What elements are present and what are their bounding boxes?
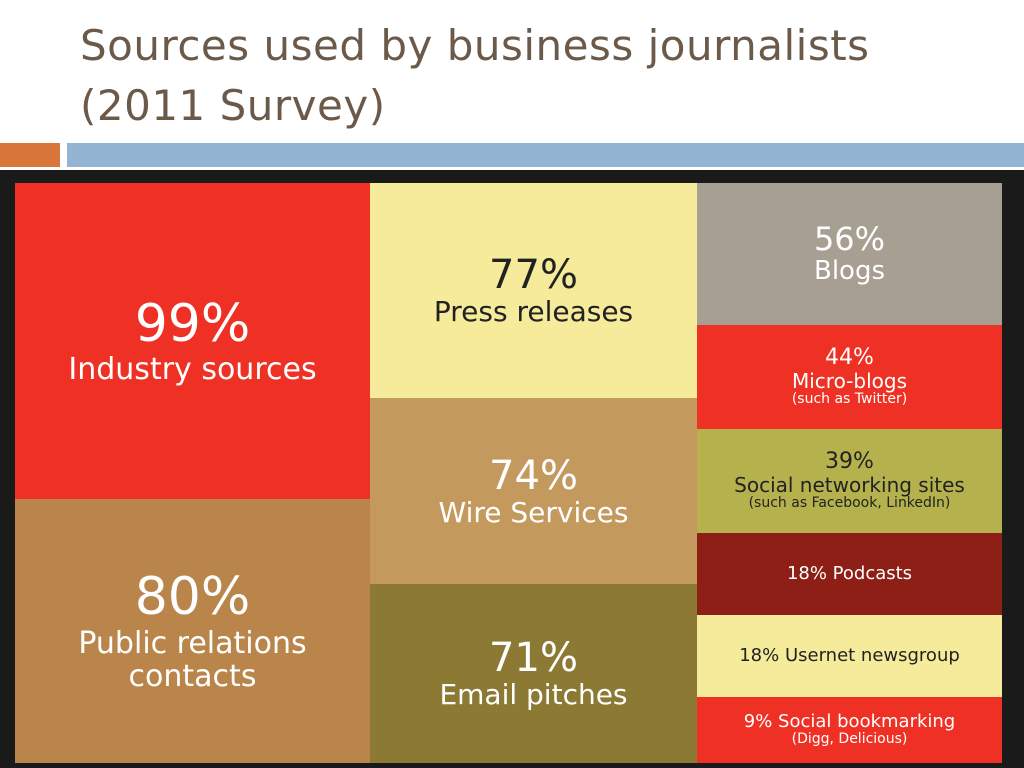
tile-percent: 77% bbox=[489, 252, 578, 299]
tile-email-pitches: 71% Email pitches bbox=[370, 584, 697, 763]
slide-title: Sources used by business journalists (20… bbox=[80, 16, 980, 136]
tile-label: Micro-blogs bbox=[791, 369, 908, 394]
tile-label: Email pitches bbox=[439, 678, 628, 712]
tile-micro-blogs: 44% Micro-blogs (such as Twitter) bbox=[697, 325, 1002, 429]
tile-wire-services: 74% Wire Services bbox=[370, 398, 697, 584]
tile-industry-sources: 99% Industry sources bbox=[15, 183, 370, 499]
tile-label: 18% Usernet newsgroup bbox=[739, 645, 960, 667]
tile-percent: 80% bbox=[134, 567, 251, 628]
tile-sublabel: (such as Facebook, LinkedIn) bbox=[748, 495, 951, 512]
tile-9-social-bookmarking: 9% Social bookmarking (Digg, Delicious) bbox=[697, 697, 1002, 763]
title-line-2: (2011 Survey) bbox=[80, 81, 386, 130]
tile-blogs: 56% Blogs bbox=[697, 183, 1002, 325]
tile-label: Public relations bbox=[78, 625, 307, 661]
tile-press-releases: 77% Press releases bbox=[370, 183, 697, 398]
tile-percent: 74% bbox=[489, 452, 578, 499]
tile-label-2: contacts bbox=[128, 658, 257, 694]
tile-18-usernet-newsgroup: 18% Usernet newsgroup bbox=[697, 615, 1002, 697]
tile-18-podcasts: 18% Podcasts bbox=[697, 533, 1002, 615]
tile-label: 9% Social bookmarking bbox=[743, 711, 956, 733]
tile-label: Wire Services bbox=[438, 495, 629, 529]
tile-label: 18% Podcasts bbox=[786, 563, 913, 585]
tile-social-networking-sites: 39% Social networking sites (such as Faceb… bbox=[697, 429, 1002, 533]
tile-percent: 99% bbox=[134, 293, 251, 354]
tile-label: Industry sources bbox=[68, 352, 317, 388]
tile-sublabel: (such as Twitter) bbox=[791, 391, 908, 408]
tile-label: Blogs bbox=[813, 256, 886, 287]
accent-bar-blue bbox=[67, 143, 1024, 167]
tile-percent: 39% bbox=[825, 449, 874, 475]
tile-percent: 44% bbox=[825, 345, 874, 371]
tile-label: Social networking sites bbox=[734, 473, 965, 498]
tile-sublabel: (Digg, Delicious) bbox=[791, 731, 908, 748]
tile-public-relations: 80% Public relations contacts bbox=[15, 499, 370, 763]
tile-percent: 56% bbox=[813, 220, 886, 259]
treemap-chart: 99% Industry sources 80% Public relations co… bbox=[15, 183, 1002, 763]
tile-percent: 71% bbox=[489, 635, 578, 682]
accent-bar-orange bbox=[0, 143, 60, 167]
tile-label: Press releases bbox=[433, 295, 634, 329]
title-line-1: Sources used by business journalists bbox=[80, 21, 870, 70]
